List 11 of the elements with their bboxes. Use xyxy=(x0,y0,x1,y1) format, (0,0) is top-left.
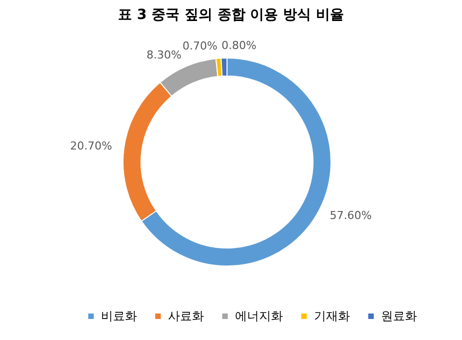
data-label: 8.30% xyxy=(146,48,182,62)
legend-label: 사료화 xyxy=(168,309,204,324)
legend-label: 비료화 xyxy=(101,309,137,324)
chart-title: 표 3 중국 짚의 종합 이용 방식 비율 xyxy=(118,7,344,23)
data-label: 0.80% xyxy=(221,39,256,52)
legend-label: 에너지화 xyxy=(235,309,283,324)
data-label: 20.70% xyxy=(70,140,112,153)
legend-label: 기재화 xyxy=(314,309,350,324)
data-label: 0.70% xyxy=(182,39,218,52)
legend-label: 원료화 xyxy=(381,309,417,324)
data-label: 57.60% xyxy=(330,208,372,222)
